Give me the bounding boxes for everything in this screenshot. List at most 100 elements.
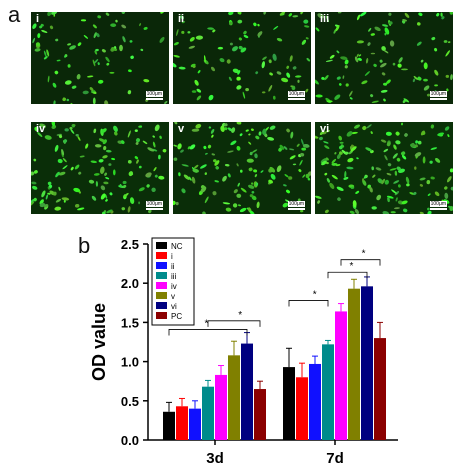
cell [57, 158, 63, 164]
cell [307, 177, 311, 181]
cell [219, 58, 225, 63]
cell [200, 164, 207, 169]
cell [188, 45, 195, 49]
cell [412, 78, 416, 83]
cell [400, 151, 406, 156]
cell [300, 209, 304, 213]
cell [76, 74, 81, 80]
bar-NC-7d [283, 367, 295, 440]
cell [95, 48, 99, 52]
cell [383, 98, 386, 102]
cell [197, 70, 201, 74]
cell [387, 197, 390, 203]
cell [142, 140, 148, 145]
cell [103, 181, 109, 185]
cell [404, 12, 410, 18]
legend-swatch-vi [156, 302, 167, 309]
cell [371, 166, 375, 171]
cell [195, 123, 202, 129]
scale-bar: 100μm [287, 91, 305, 100]
cell [431, 37, 436, 41]
cell [237, 12, 242, 15]
cell [336, 186, 344, 191]
micrograph-vi: vi 100μm [315, 122, 453, 214]
cell [237, 204, 242, 207]
cell [289, 55, 293, 62]
panel-a-label: a [8, 2, 21, 27]
micrograph-iv: iv 100μm [31, 122, 169, 214]
cell [418, 12, 423, 17]
cell [325, 59, 333, 63]
cell [111, 157, 116, 161]
legend-swatch-v [156, 292, 167, 299]
cell [121, 24, 127, 29]
cell [239, 207, 247, 213]
cell [262, 56, 267, 61]
cell [325, 161, 329, 165]
cell [342, 75, 345, 79]
cell [47, 75, 50, 83]
scale-bar: 100μm [145, 91, 163, 100]
cell [420, 130, 425, 136]
cell [419, 183, 424, 187]
cell [405, 176, 410, 184]
cell [140, 48, 144, 52]
cell [255, 71, 259, 75]
cell [403, 98, 410, 103]
cell [62, 158, 67, 163]
cell [245, 129, 249, 132]
cell [396, 166, 402, 171]
cell [300, 12, 304, 15]
cell [88, 179, 95, 184]
cell [134, 156, 139, 160]
cell [173, 42, 179, 46]
cell [222, 202, 231, 205]
bar-iii-7d [322, 344, 334, 440]
cell [90, 90, 96, 93]
cell [324, 172, 328, 176]
scale-bar-line [287, 208, 305, 210]
cell [302, 143, 310, 148]
cell [39, 25, 43, 29]
cell [92, 24, 97, 29]
cell [257, 23, 260, 27]
micrograph-label: i [36, 13, 40, 25]
scale-bar-line [429, 98, 447, 100]
scale-bar-line [429, 208, 447, 210]
cell [109, 192, 113, 196]
cell [443, 40, 448, 43]
cell [315, 27, 320, 32]
cell [39, 202, 46, 208]
cell [75, 133, 79, 137]
cell [430, 176, 435, 180]
cell [269, 72, 273, 76]
bar-v-3d [228, 355, 240, 440]
cell [102, 155, 108, 159]
cell [346, 166, 354, 170]
cell [158, 175, 165, 180]
cell [130, 55, 134, 60]
cell [292, 15, 299, 18]
cell [105, 199, 108, 202]
cell [123, 192, 129, 198]
cell [51, 122, 56, 127]
cell [261, 61, 265, 69]
cell [92, 97, 96, 104]
cell [404, 133, 408, 137]
cell [121, 207, 126, 211]
cell [143, 26, 148, 30]
cell [437, 132, 445, 136]
cell [54, 70, 59, 75]
cell [416, 41, 422, 46]
cell [292, 163, 297, 166]
cell [74, 164, 80, 170]
cell [331, 174, 338, 180]
cell [127, 206, 131, 213]
cell [434, 47, 438, 52]
cell [106, 209, 113, 214]
cell [365, 147, 373, 152]
cell [191, 128, 200, 132]
cell [337, 12, 342, 14]
cell [297, 79, 300, 83]
